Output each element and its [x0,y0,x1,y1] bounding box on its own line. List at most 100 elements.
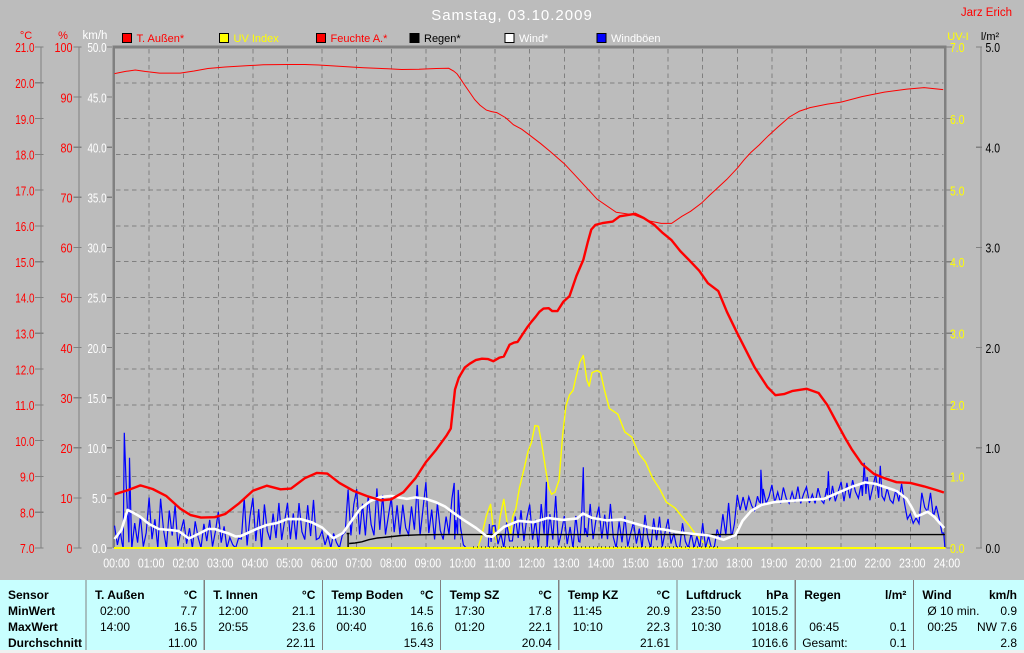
svg-text:1.0: 1.0 [986,441,1001,456]
svg-text:22.3: 22.3 [647,620,671,634]
svg-text:10.0: 10.0 [15,434,34,449]
svg-text:22.1: 22.1 [528,620,552,634]
svg-text:°C: °C [657,588,671,602]
svg-text:6.0: 6.0 [950,112,965,127]
svg-text:15.0: 15.0 [88,391,107,406]
svg-text:21.0: 21.0 [15,40,34,55]
svg-text:15:00: 15:00 [622,555,649,570]
svg-text:0.9: 0.9 [1000,604,1017,618]
svg-text:Durchschnitt: Durchschnitt [8,636,82,650]
svg-text:11.0: 11.0 [15,398,34,413]
svg-text:hPa: hPa [766,588,788,602]
svg-text:Feuchte A.*: Feuchte A.* [331,33,389,45]
svg-text:18:00: 18:00 [726,555,753,570]
svg-text:°C: °C [20,30,32,42]
svg-text:22.11: 22.11 [286,636,315,650]
svg-text:06:45: 06:45 [809,620,839,634]
svg-text:23:50: 23:50 [691,604,721,618]
svg-text:20: 20 [61,441,73,456]
svg-text:0.1: 0.1 [890,620,907,634]
svg-text:3.0: 3.0 [986,241,1001,256]
svg-text:Temp SZ: Temp SZ [450,588,500,602]
svg-text:7.7: 7.7 [181,604,198,618]
svg-text:Wind: Wind [922,588,951,602]
svg-text:20:00: 20:00 [795,555,822,570]
svg-text:21:00: 21:00 [830,555,857,570]
svg-text:Regen: Regen [804,588,841,602]
svg-text:°C: °C [420,588,434,602]
svg-text:07:00: 07:00 [345,555,372,570]
svg-text:2.0: 2.0 [950,398,965,413]
svg-text:16.5: 16.5 [174,620,198,634]
svg-text:21.61: 21.61 [640,636,670,650]
svg-text:14:00: 14:00 [100,620,130,634]
svg-text:01:00: 01:00 [138,555,165,570]
svg-text:06:00: 06:00 [311,555,338,570]
svg-text:UV-I: UV-I [947,31,968,43]
svg-text:Samstag, 03.10.2009: Samstag, 03.10.2009 [431,7,593,24]
svg-text:18.0: 18.0 [15,148,34,163]
svg-text:°C: °C [538,588,552,602]
svg-text:08:00: 08:00 [380,555,407,570]
svg-text:50: 50 [61,291,73,306]
svg-text:5.0: 5.0 [92,491,107,506]
svg-text:l/m²: l/m² [981,31,1000,43]
svg-text:0.0: 0.0 [92,541,107,556]
svg-text:02:00: 02:00 [100,604,130,618]
svg-text:km/h: km/h [989,588,1017,602]
svg-text:09:00: 09:00 [415,555,442,570]
svg-text:13:00: 13:00 [553,555,580,570]
svg-text:11:00: 11:00 [484,555,511,570]
svg-text:60: 60 [61,241,73,256]
svg-text:100: 100 [55,40,73,55]
svg-text:%: % [58,30,68,42]
svg-text:17:00: 17:00 [691,555,718,570]
svg-text:40.0: 40.0 [88,140,107,155]
svg-text:80: 80 [61,140,73,155]
svg-text:16.0: 16.0 [15,219,34,234]
svg-text:MinWert: MinWert [8,604,55,618]
svg-text:3.0: 3.0 [950,326,965,341]
svg-text:Jarz Erich: Jarz Erich [961,7,1012,19]
svg-text:19.0: 19.0 [15,112,34,127]
svg-text:23:00: 23:00 [899,555,926,570]
svg-text:21.1: 21.1 [292,604,316,618]
svg-text:1018.6: 1018.6 [751,620,788,634]
svg-text:20.0: 20.0 [88,341,107,356]
svg-text:1.0: 1.0 [950,470,965,485]
svg-text:Regen*: Regen* [424,33,461,45]
svg-text:20.0: 20.0 [15,76,34,91]
svg-text:7.0: 7.0 [950,40,965,55]
svg-text:8.0: 8.0 [20,505,35,520]
svg-text:23.6: 23.6 [292,620,316,634]
svg-text:°C: °C [302,588,316,602]
svg-text:70: 70 [61,191,73,206]
svg-text:11:30: 11:30 [336,604,365,618]
svg-text:5.0: 5.0 [986,40,1001,55]
svg-text:14.5: 14.5 [410,604,434,618]
svg-text:Gesamt:: Gesamt: [802,636,847,650]
svg-text:20.9: 20.9 [647,604,671,618]
svg-text:90: 90 [61,90,73,105]
svg-text:Ø 10 min.: Ø 10 min. [927,604,979,618]
svg-text:4.0: 4.0 [986,140,1001,155]
svg-text:11:45: 11:45 [573,604,602,618]
svg-text:03:00: 03:00 [207,555,234,570]
svg-text:12:00: 12:00 [518,555,545,570]
svg-text:Windböen: Windböen [611,33,661,45]
svg-text:12.0: 12.0 [15,362,34,377]
svg-text:l/m²: l/m² [885,588,906,602]
svg-text:4.0: 4.0 [950,255,965,270]
svg-text:Wind*: Wind* [519,33,549,45]
svg-text:10.0: 10.0 [88,441,107,456]
svg-text:15.43: 15.43 [404,636,434,650]
svg-text:04:00: 04:00 [242,555,269,570]
svg-text:00:25: 00:25 [927,620,957,634]
svg-text:1015.2: 1015.2 [751,604,788,618]
svg-text:T. Außen*: T. Außen* [137,33,185,45]
svg-text:22:00: 22:00 [864,555,891,570]
svg-text:5.0: 5.0 [950,183,965,198]
svg-text:10: 10 [61,491,73,506]
svg-text:00:00: 00:00 [103,555,130,570]
svg-text:17:30: 17:30 [455,604,485,618]
